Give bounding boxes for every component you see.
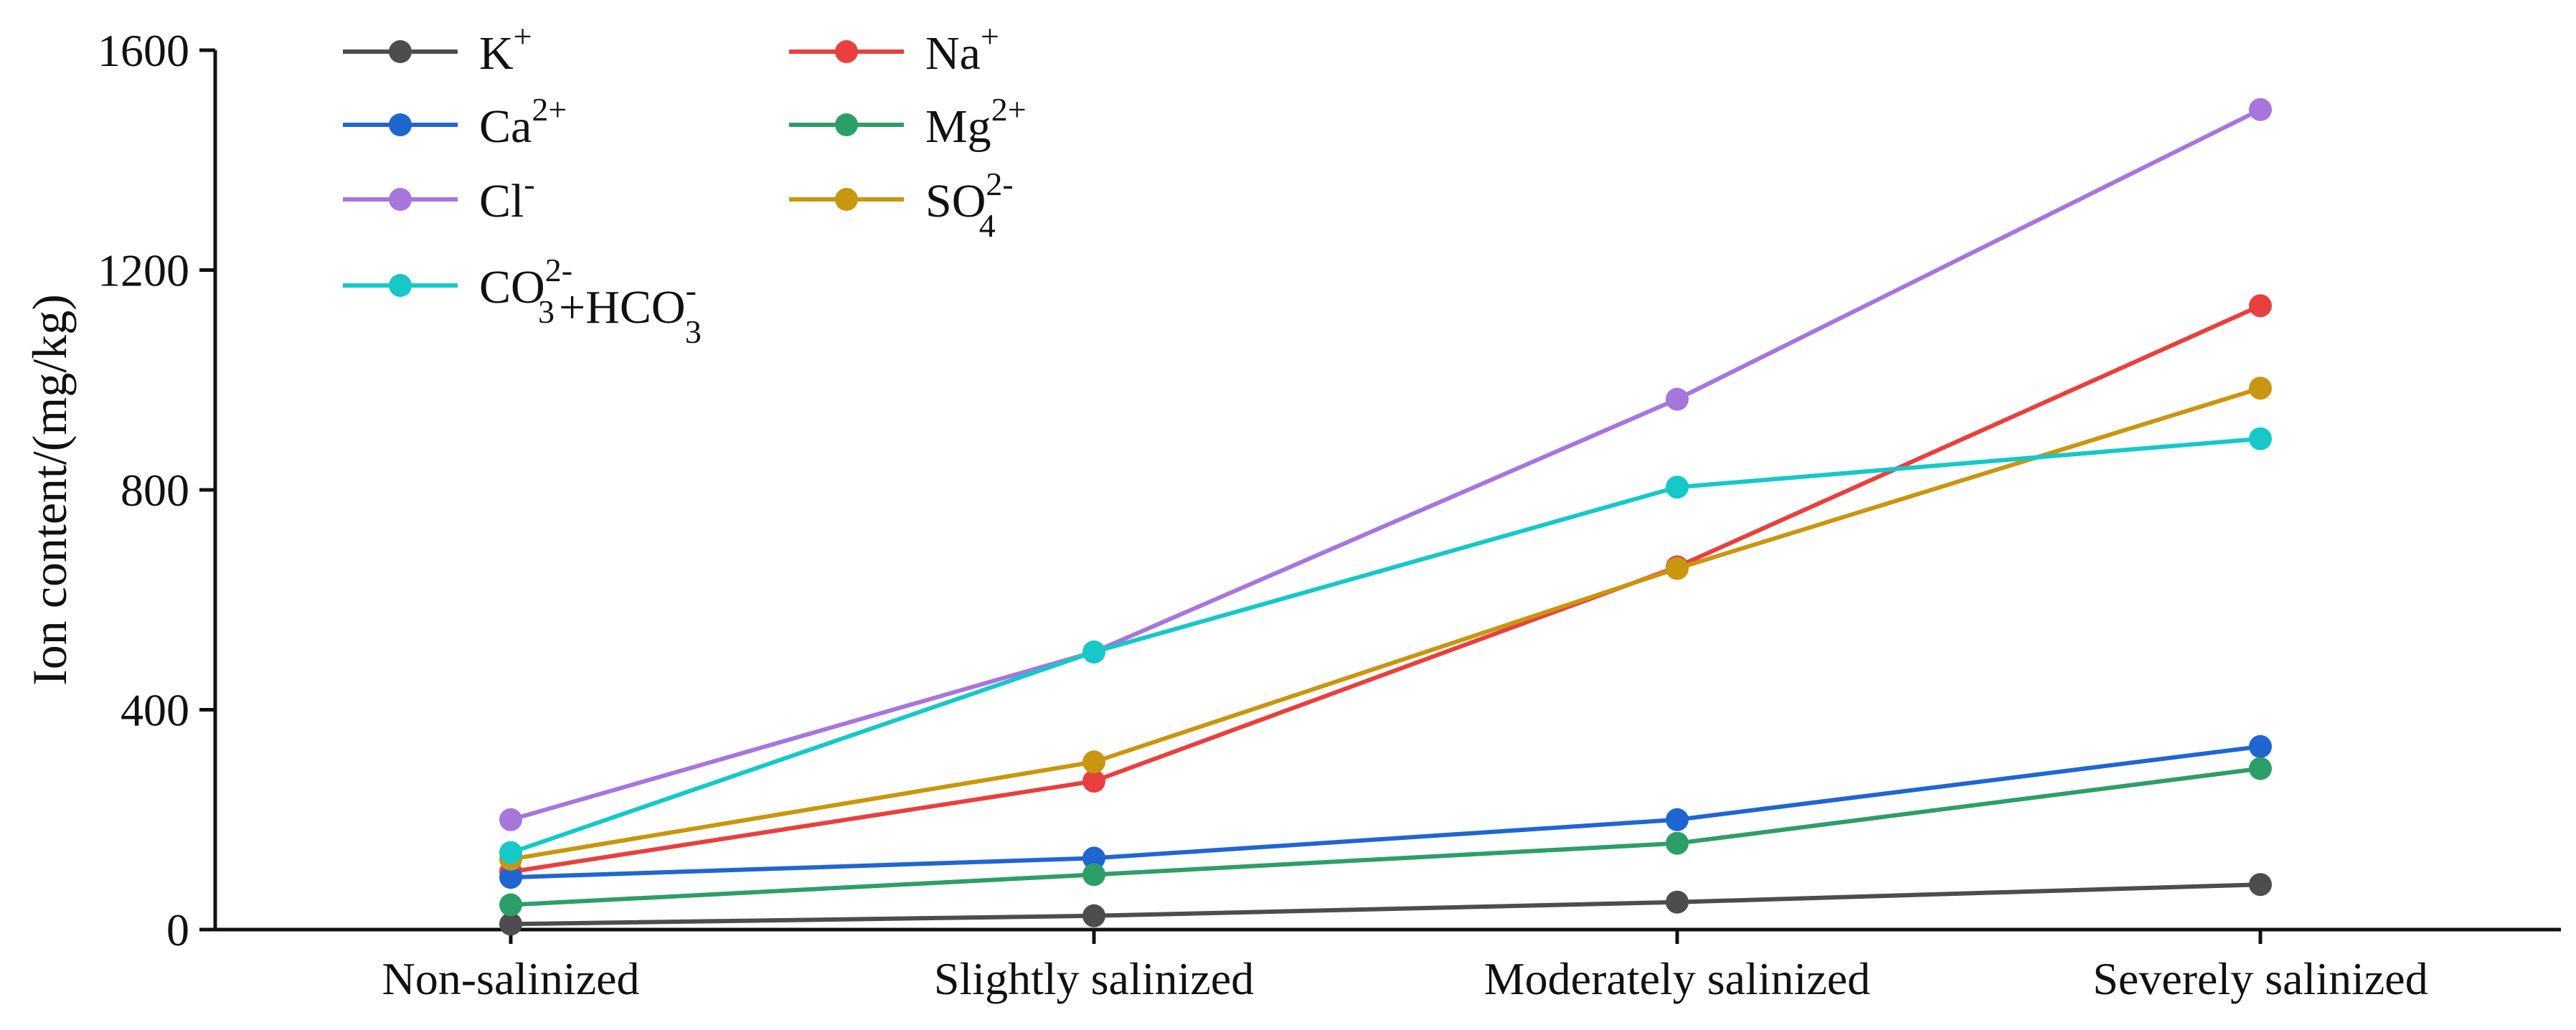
y-tick-label: 800 — [121, 465, 189, 516]
x-tick-label: Slightly salinized — [934, 953, 1254, 1004]
data-point — [1666, 831, 1689, 855]
data-point — [1666, 387, 1689, 411]
legend-marker — [389, 274, 412, 297]
data-point — [499, 866, 522, 889]
x-tick-label: Moderately salinized — [1484, 953, 1870, 1004]
series-6 — [499, 427, 2272, 864]
axes — [213, 50, 2561, 932]
legend-label: Mg2+ — [925, 91, 1027, 153]
legend-item: SO2-4 — [789, 166, 1014, 244]
data-point — [499, 808, 522, 831]
x-tick-label: Severely salinized — [2093, 953, 2428, 1004]
data-point — [499, 893, 522, 917]
x-axis-ticks: Non-salinized Slightly salinized Moderatel… — [382, 930, 2428, 1004]
series-line — [510, 436, 2261, 855]
legend-marker — [389, 188, 412, 211]
series-line — [510, 108, 2262, 822]
data-point — [1082, 904, 1105, 927]
legend-marker — [835, 188, 858, 211]
data-point — [1666, 890, 1689, 914]
series-line — [510, 744, 2261, 880]
y-tick-label: 1200 — [98, 245, 189, 296]
data-point — [499, 841, 522, 864]
legend-label: SO2-4 — [925, 166, 1014, 244]
series-2 — [499, 734, 2272, 889]
data-point — [1082, 641, 1105, 663]
series-1 — [499, 294, 2272, 884]
legend-item: Mg2+ — [789, 91, 1027, 153]
data-point — [2249, 377, 2272, 400]
legend-label: CO2-3+HCO-3 — [479, 252, 702, 350]
series-3 — [499, 757, 2272, 917]
y-tick-label: 400 — [121, 685, 189, 736]
legend-label: Ca2+ — [479, 91, 567, 153]
data-point — [2249, 294, 2272, 318]
legend-label: Cl- — [479, 166, 535, 227]
y-tick-label: 1600 — [98, 25, 189, 76]
data-point — [499, 912, 522, 936]
legend-item: K+ — [343, 18, 532, 80]
legend: K+ Na+ Ca2+ Mg2+ Cl- SO2-4 CO2-3+HCO-3 — [343, 18, 1027, 350]
data-point — [1082, 770, 1105, 793]
data-point — [2249, 734, 2272, 758]
legend-marker — [835, 113, 858, 136]
legend-item: Na+ — [789, 18, 999, 80]
data-point — [1666, 557, 1689, 580]
series-line — [510, 386, 2261, 861]
series-layer — [499, 98, 2272, 936]
series-0 — [499, 873, 2272, 936]
y-axis-ticks: 0 400 800 1200 1600 — [98, 25, 215, 955]
data-point — [1082, 863, 1105, 887]
data-point — [2249, 757, 2272, 780]
data-point — [2249, 873, 2272, 897]
series-line — [510, 303, 2262, 874]
data-point — [2249, 427, 2272, 450]
data-point — [2249, 98, 2272, 121]
legend-item: Cl- — [343, 166, 535, 227]
data-point — [1082, 846, 1105, 870]
legend-item: Ca2+ — [343, 91, 567, 153]
legend-marker — [389, 40, 412, 63]
legend-label: Na+ — [925, 18, 999, 80]
x-tick-label: Non-salinized — [382, 953, 640, 1004]
y-axis-title: Ion content/(mg/kg) — [22, 294, 77, 686]
legend-marker — [835, 40, 858, 63]
legend-item: CO2-3+HCO-3 — [343, 252, 702, 350]
legend-label: K+ — [479, 18, 532, 80]
y-tick-label: 0 — [166, 904, 189, 955]
data-point — [1082, 750, 1105, 774]
data-point — [1666, 476, 1689, 499]
series-line — [510, 766, 2261, 907]
series-line — [510, 882, 2261, 927]
data-point — [1666, 808, 1689, 831]
legend-marker — [389, 113, 412, 136]
series-5 — [499, 377, 2272, 871]
